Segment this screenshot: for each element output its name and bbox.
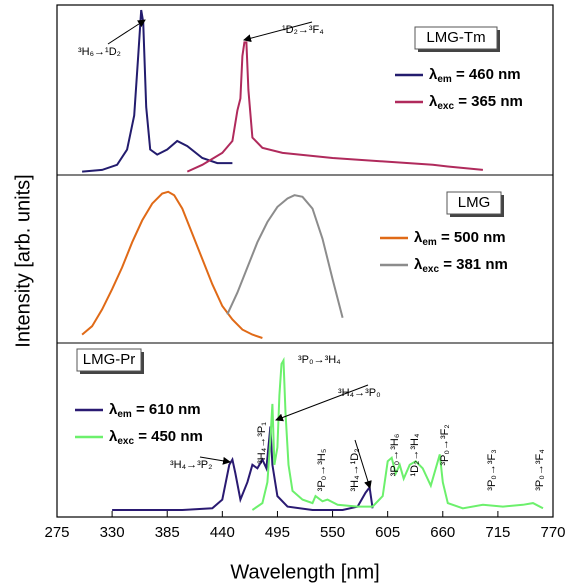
annotation-arrow <box>107 19 146 45</box>
legend-label: λexc = 365 nm <box>429 93 523 112</box>
data-line <box>251 356 544 511</box>
x-tick-label: 660 <box>430 524 455 541</box>
x-tick-label: 770 <box>540 524 565 541</box>
x-tick-label: 605 <box>375 524 400 541</box>
legend-label: λexc = 381 nm <box>414 256 508 275</box>
legend-label: λexc = 450 nm <box>109 428 203 447</box>
x-tick-label: 275 <box>44 524 69 541</box>
annotation: ³P₀→³F₃ <box>486 449 498 490</box>
panel-label: LMG-Pr <box>83 351 136 368</box>
annotation-arrow <box>243 21 313 43</box>
label-box <box>414 26 498 50</box>
legend-label: λem = 610 nm <box>109 401 201 420</box>
x-tick-label: 330 <box>100 524 125 541</box>
data-line <box>186 41 483 173</box>
data-line <box>82 9 233 173</box>
annotation: ³P₀→³H₄ <box>298 354 341 366</box>
legend-label: λem = 460 nm <box>429 66 521 85</box>
annotation: ³H₄→³P₂ <box>170 459 212 471</box>
annotation: ¹D₂→³H₄ <box>409 433 421 476</box>
x-tick-label: 550 <box>320 524 345 541</box>
annotation: ³P₀→³H₅ <box>316 449 328 492</box>
annotation: ¹D₂→³F₄ <box>282 24 324 36</box>
x-tick-label: 440 <box>210 524 235 541</box>
x-tick-label: 495 <box>265 524 290 541</box>
data-line <box>112 426 374 511</box>
y-axis-label: Intensity [arb. units] <box>12 174 34 347</box>
plot-frame <box>56 4 554 518</box>
annotation: ³H₄→³P₀ <box>338 387 381 399</box>
annotation: ³P₀→³H₆ <box>389 434 401 477</box>
x-tick-label: 385 <box>155 524 180 541</box>
annotation: ³P₀→³F₄ <box>534 449 546 491</box>
annotation: ³P₀→³F₂ <box>439 424 451 465</box>
annotation: ³H₄→¹D₂ <box>349 449 361 492</box>
legend-label: λem = 500 nm <box>414 229 506 248</box>
x-tick-label: 715 <box>485 524 510 541</box>
panel-label: LMG-Tm <box>426 29 485 46</box>
annotation-arrow <box>275 384 369 422</box>
data-line <box>226 194 344 319</box>
label-box <box>446 191 502 215</box>
panel-label: LMG <box>458 194 491 211</box>
x-axis-label: Wavelength [nm] <box>230 561 379 583</box>
label-box <box>76 348 142 372</box>
data-line <box>81 190 263 339</box>
annotation: ³H₄→³P₁ <box>256 422 268 464</box>
annotation-arrow <box>354 439 372 489</box>
annotation: ³H₆→¹D₂ <box>78 46 121 58</box>
annotation-arrow <box>199 456 231 465</box>
